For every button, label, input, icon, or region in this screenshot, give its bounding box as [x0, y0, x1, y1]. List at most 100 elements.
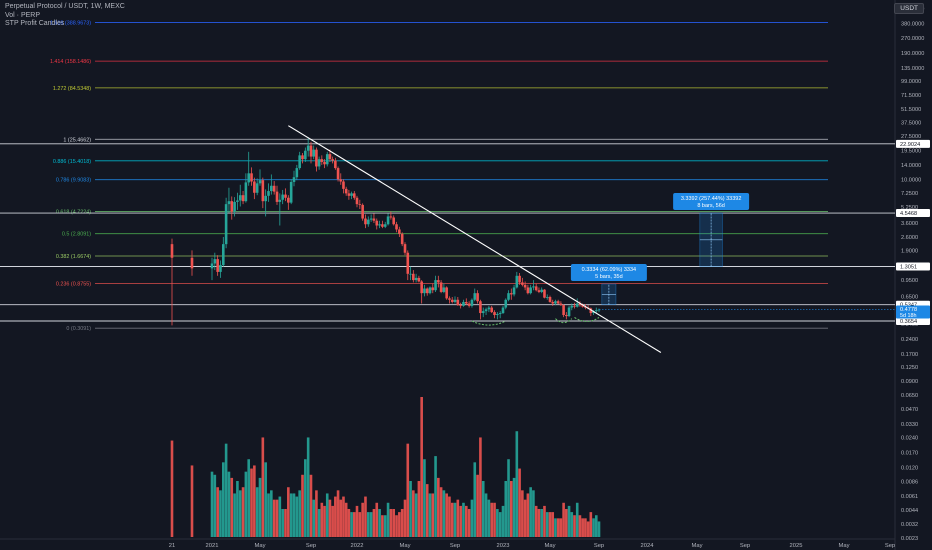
volume-bar [507, 459, 510, 537]
horizontal-line-badge [896, 262, 930, 271]
volume-bar [369, 512, 373, 537]
volume-bar [409, 481, 412, 537]
price-tick-label: 2.6000 [901, 235, 918, 241]
candle-body [567, 307, 571, 317]
price-tick-label: 1.9000 [901, 248, 918, 254]
candle-body [476, 293, 479, 302]
volume-bar [392, 509, 396, 537]
volume-bar [431, 493, 435, 537]
fib-level-label: 1 (25.4662) [63, 137, 91, 143]
volume-bar [224, 443, 228, 537]
price-tick-label: 19.5000 [901, 149, 921, 155]
price-tick-label: 3.6000 [901, 221, 918, 227]
trendline[interactable] [288, 125, 662, 353]
candle-body [213, 259, 217, 264]
candle-body [551, 301, 555, 304]
stp-indicator-label[interactable]: STP Profit Candles [5, 20, 65, 27]
horizontal-line-badge-label: 0.3654 [900, 319, 917, 325]
volume-bar [241, 487, 245, 537]
volume-bar [578, 515, 582, 537]
volume-bar [545, 512, 549, 537]
currency-badge[interactable]: USDT [894, 3, 924, 14]
price-axis[interactable]: 540.0000380.0000270.0000190.0000135.0000… [901, 7, 924, 542]
candle-body [301, 155, 304, 160]
fib-level-label: 0.786 (9.9083) [56, 178, 91, 184]
candle-body [412, 273, 415, 281]
volume-bar [534, 505, 538, 537]
candlesticks[interactable] [170, 138, 601, 326]
volume-bar [412, 490, 415, 537]
volume-bar [543, 505, 546, 537]
volume-bar [289, 493, 293, 537]
volume-bar [556, 518, 560, 537]
candle-body [420, 281, 423, 294]
candle-body [540, 289, 544, 292]
volume-bar [312, 499, 316, 537]
candle-body [456, 299, 460, 306]
candle-body [381, 224, 384, 227]
volume-bar [381, 515, 384, 537]
price-tick-label: 0.2400 [901, 337, 918, 343]
measurement-label-box [673, 193, 750, 211]
candle-body [210, 263, 214, 269]
volume-bar [423, 459, 426, 537]
volume-bar [213, 474, 217, 537]
price-tick-label: 0.0330 [901, 422, 918, 428]
candle-body [501, 307, 505, 314]
volume-bar [278, 496, 282, 537]
candle-body [372, 218, 376, 221]
candle-body [284, 194, 287, 198]
volume-bar [532, 490, 535, 537]
volume-bar [325, 493, 329, 537]
volume-bar [352, 512, 356, 537]
volume-bar [219, 490, 222, 537]
candle-body [270, 185, 273, 192]
volume-bar [570, 512, 574, 537]
time-axis[interactable]: 21 2021 May Sep 2022 May Sep 2023 May Sep 2024 May S… [169, 543, 895, 549]
fib-level-label: 1.414 (158.1486) [50, 59, 91, 65]
candle-body [323, 161, 326, 165]
volume-bar [425, 484, 429, 537]
symbol-title[interactable]: Perpetual Protocol / USDT, 1W, MEXC [5, 3, 125, 10]
volume-bar [470, 499, 474, 537]
candle-body [320, 159, 324, 162]
volume-bar [575, 502, 579, 537]
price-tick-label: 0.0061 [901, 494, 918, 500]
candle-body [559, 303, 563, 306]
chart-legend: Perpetual Protocol / USDT, 1W, MEXC Vol … [5, 3, 125, 29]
time-tick-label: Sep [740, 543, 750, 549]
candle-body [518, 275, 521, 283]
candle-body [439, 282, 443, 292]
candle-body [409, 273, 412, 275]
volume-bar [493, 502, 496, 537]
volume-bar [328, 499, 332, 537]
last-price-badge[interactable] [896, 305, 930, 319]
candle-body [484, 309, 488, 312]
volume-bar [378, 509, 381, 537]
volume-bar [323, 505, 326, 537]
candle-body [233, 201, 236, 212]
price-tick-label: 270.0000 [901, 36, 924, 42]
volume-bar [529, 487, 532, 537]
horizontal-line-badge-label: 22.9024 [900, 142, 920, 148]
volume-bar [481, 481, 485, 537]
volume-bar [490, 502, 494, 537]
candle-body [292, 177, 296, 182]
candle-body [395, 224, 398, 230]
fib-retracement[interactable]: 1.618 (388.9673) 1.414 (158.1486) 1.272 (8… [50, 21, 828, 333]
volume-bar [221, 462, 225, 537]
candle-body [481, 311, 485, 314]
candle-body [258, 180, 262, 184]
candle-body [464, 301, 468, 304]
volume-indicator-label[interactable]: Vol · PERP [5, 11, 41, 19]
candle-body [428, 287, 432, 294]
candle-body [526, 287, 530, 294]
candle-body [306, 145, 310, 151]
volume-bar [400, 509, 404, 537]
candle-body [594, 310, 598, 312]
volume-bar [284, 509, 287, 537]
candle-body [275, 191, 279, 202]
